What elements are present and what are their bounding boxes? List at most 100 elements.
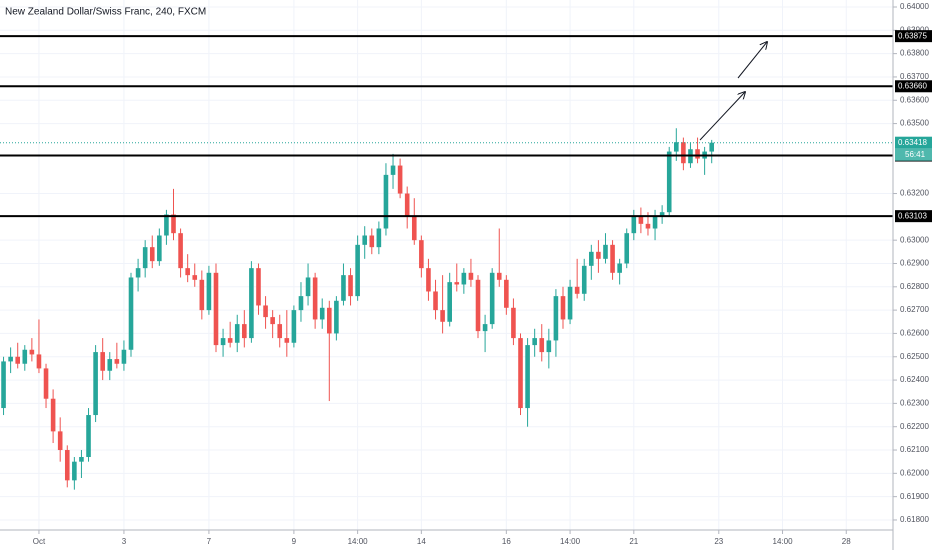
x-tick-label: 7 [207,537,212,546]
candle-body [164,214,169,236]
candle-body [652,216,658,229]
candle-body [93,352,98,416]
x-tick-label: Oct [33,537,46,546]
candle-body [199,279,205,311]
candle-body [376,228,382,248]
candle-body [291,310,297,343]
candle-body [638,216,644,224]
y-tick-label: 0.62400 [900,375,929,384]
candle-body [631,216,637,234]
candle-body [355,244,360,297]
candle-body [468,272,474,280]
candle-body [482,324,488,332]
y-tick-label: 0.62000 [900,468,929,477]
candle-body [341,275,346,301]
candle-body [263,305,268,318]
y-tick-label: 0.64000 [900,2,929,11]
candle-body [100,352,105,371]
axes: 0.61800 0.61900 0.62000 0.62100 0.62200 0.623… [33,2,932,546]
y-tick-label: 0.61900 [900,492,929,501]
grid [0,0,893,530]
y-tick-label: 0.62500 [900,352,929,361]
level-label: 0.63660 [898,81,927,90]
y-tick-label: 0.62900 [900,259,929,268]
candle-body [312,277,318,320]
candle-body [22,349,28,364]
last-price-label: 0.63418 [898,138,927,147]
candle-body [659,212,665,217]
candle-body [419,240,424,269]
y-tick-label: 0.62300 [900,398,929,407]
candle-body [553,296,559,341]
candle-body [610,244,615,273]
x-tick-label: 28 [842,537,851,546]
y-tick-label: 0.63600 [900,95,929,104]
y-tick-label: 0.61800 [900,515,929,524]
candle-body [72,461,77,481]
chart-title: New Zealand Dollar/Swiss Franc, 240, FXC… [5,7,206,18]
candle-body [326,307,332,334]
candle-body [1,361,6,409]
candle-body [475,279,481,332]
x-tick-label: 23 [714,537,723,546]
x-tick-label: 3 [122,537,127,546]
y-tick-label: 0.62100 [900,445,929,454]
candle-body [674,142,679,152]
candle-body [518,338,523,409]
candle-body [79,457,84,462]
candle-body [298,296,304,311]
candle-body [461,272,467,285]
candle-body [36,354,42,369]
candle-body [390,165,396,175]
candle-body [709,142,715,152]
y-tick-label: 0.63700 [900,72,929,81]
countdown-label: 56:41 [905,150,926,159]
candle-body [539,338,545,353]
candle-body [8,356,13,362]
candle-body [695,149,700,159]
level-label: 0.63875 [898,31,927,40]
candle-body [426,268,431,292]
candle-body [227,338,233,343]
candle-body [270,317,275,325]
x-tick-label: 14 [417,537,426,546]
x-tick-label: 21 [629,537,638,546]
candle-body [171,214,176,234]
candle-body [206,272,212,311]
candle-body [596,251,601,259]
candle-body [454,282,460,285]
x-tick-label: 14:00 [773,537,794,546]
candle-body [617,263,622,273]
x-tick-label: 16 [502,537,511,546]
candle-body [511,307,516,339]
x-tick-label: 9 [292,537,297,546]
candle-body [532,338,537,346]
candle-body [666,151,672,213]
candle-body [128,277,134,350]
candle-body [114,359,120,364]
candle-body [334,300,339,334]
candle-body [29,349,35,355]
candle-body [383,174,389,229]
y-tick-label: 0.63800 [900,49,929,58]
candle-body [362,235,368,245]
level-tag [895,210,932,223]
candle-body [284,338,290,343]
candle-body [624,233,630,264]
candle-body [192,275,198,280]
level-label: 0.63103 [898,211,927,220]
candle-body [135,268,141,278]
y-tick-label: 0.63900 [900,25,929,34]
arrow [737,42,767,79]
candle-body [249,268,254,339]
candle-body [149,247,155,262]
candle-body [645,223,651,229]
candle-body [447,282,452,322]
candle-body [185,268,190,276]
x-tick-label: 14:00 [348,537,369,546]
arrow [699,92,745,141]
y-tick-label: 0.62700 [900,305,929,314]
candle-body [121,349,127,364]
